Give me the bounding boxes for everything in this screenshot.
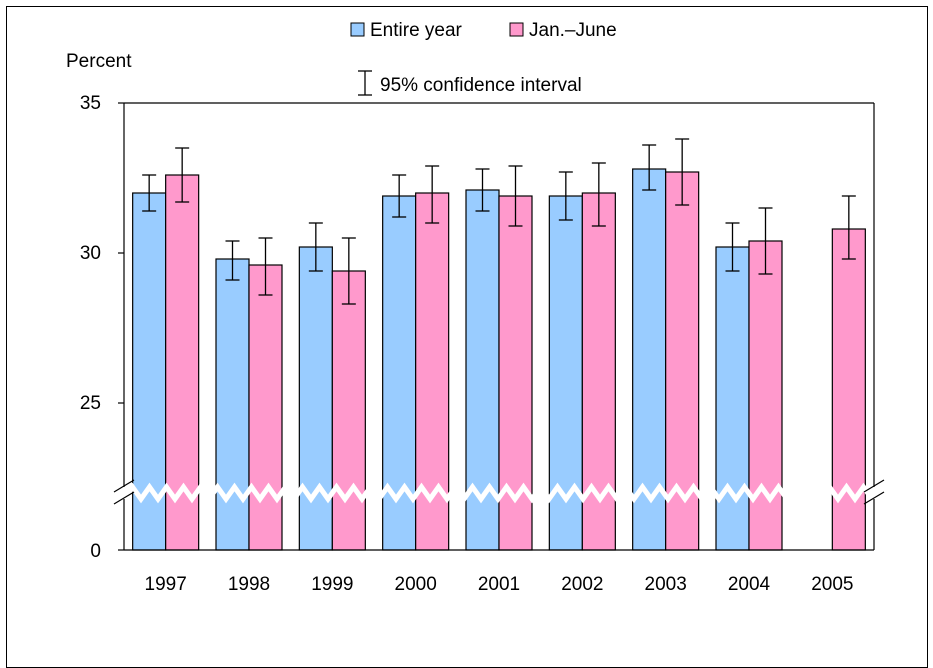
y-tick-label-35: 35 <box>80 93 101 114</box>
x-tick-label-2003: 2003 <box>645 574 687 595</box>
bar-jan-june-1999 <box>331 270 366 551</box>
legend-label-entire-year: Entire year <box>370 20 463 41</box>
legend-swatch-jan-june <box>509 22 524 37</box>
x-tick-label-2004: 2004 <box>728 574 771 595</box>
x-tick-label-1998: 1998 <box>228 574 270 595</box>
legend: Entire year Jan.–June 95% confidence int… <box>350 20 617 96</box>
bar-entire-year-2004 <box>715 246 750 551</box>
axis-break-mark-right-2 <box>863 491 885 505</box>
x-tick-label-2000: 2000 <box>395 574 437 595</box>
x-tick-label-1997: 1997 <box>145 574 187 595</box>
y-tick-label-30: 30 <box>80 243 101 264</box>
axis-break-mark-left-2 <box>113 491 135 505</box>
bar-entire-year-1999 <box>298 246 333 551</box>
x-tick-label-2001: 2001 <box>478 574 520 595</box>
y-tick-label-0: 0 <box>90 541 101 562</box>
bar-entire-year-1998 <box>215 258 250 551</box>
y-axis-label: Percent <box>66 51 132 72</box>
x-tick-label-1999: 1999 <box>311 574 353 595</box>
x-tick-label-2005: 2005 <box>811 574 853 595</box>
legend-swatch-entire-year <box>350 22 365 37</box>
bar-chart: Entire year Jan.–June 95% confidence int… <box>66 20 885 595</box>
legend-label-jan-june: Jan.–June <box>529 20 617 41</box>
bar-jan-june-2004 <box>748 240 783 551</box>
axis-break-band <box>121 482 875 504</box>
axis-break-mark-left-1 <box>113 479 135 493</box>
plot-area: 1997 1998 1999 2000 2001 2002 2003 2004 2005 <box>113 102 885 595</box>
ci-legend-icon <box>358 70 372 96</box>
ci-legend-label: 95% confidence interval <box>380 75 582 96</box>
x-tick-label-2002: 2002 <box>561 574 603 595</box>
bar-jan-june-1998 <box>248 264 283 551</box>
axis-break-mark-right-1 <box>863 479 885 493</box>
y-tick-label-25: 25 <box>80 393 101 414</box>
